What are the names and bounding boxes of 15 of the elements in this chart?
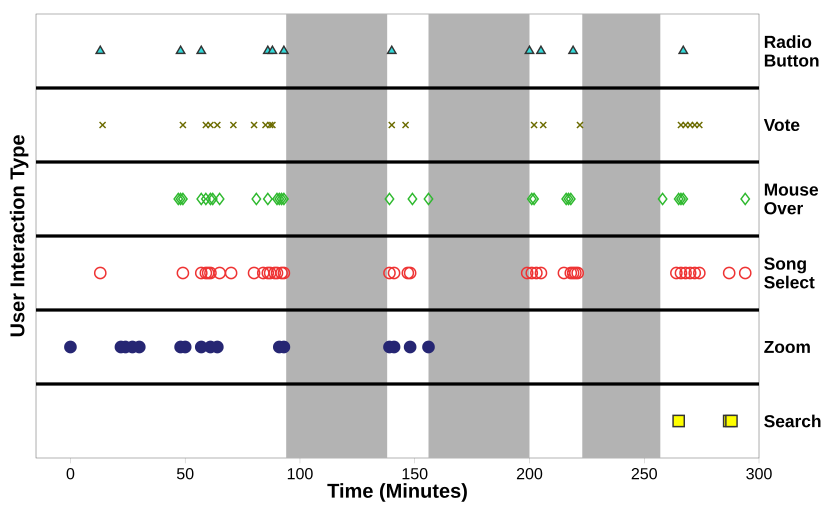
y-tick-label: Search bbox=[764, 414, 820, 428]
x-tick-label: 150 bbox=[402, 468, 428, 480]
x-tick-label: 0 bbox=[66, 468, 74, 480]
y-tick-label: Vote bbox=[764, 118, 800, 132]
x-axis-title: Time (Minutes) bbox=[327, 483, 467, 502]
x-tick-label: 200 bbox=[516, 468, 542, 480]
y-tick-label: Zoom bbox=[764, 340, 810, 354]
y-tick-label: Mouse Over bbox=[764, 184, 818, 214]
x-tick-label: 300 bbox=[746, 468, 772, 480]
y-tick-label: Radio Button bbox=[764, 35, 818, 67]
y-tick-label: Song Select bbox=[764, 258, 815, 288]
x-tick-label: 250 bbox=[632, 468, 657, 480]
x-tick-label: 100 bbox=[288, 468, 313, 480]
x-tick-label: 50 bbox=[176, 468, 194, 480]
y-axis-title: User Interaction Type bbox=[10, 135, 28, 336]
